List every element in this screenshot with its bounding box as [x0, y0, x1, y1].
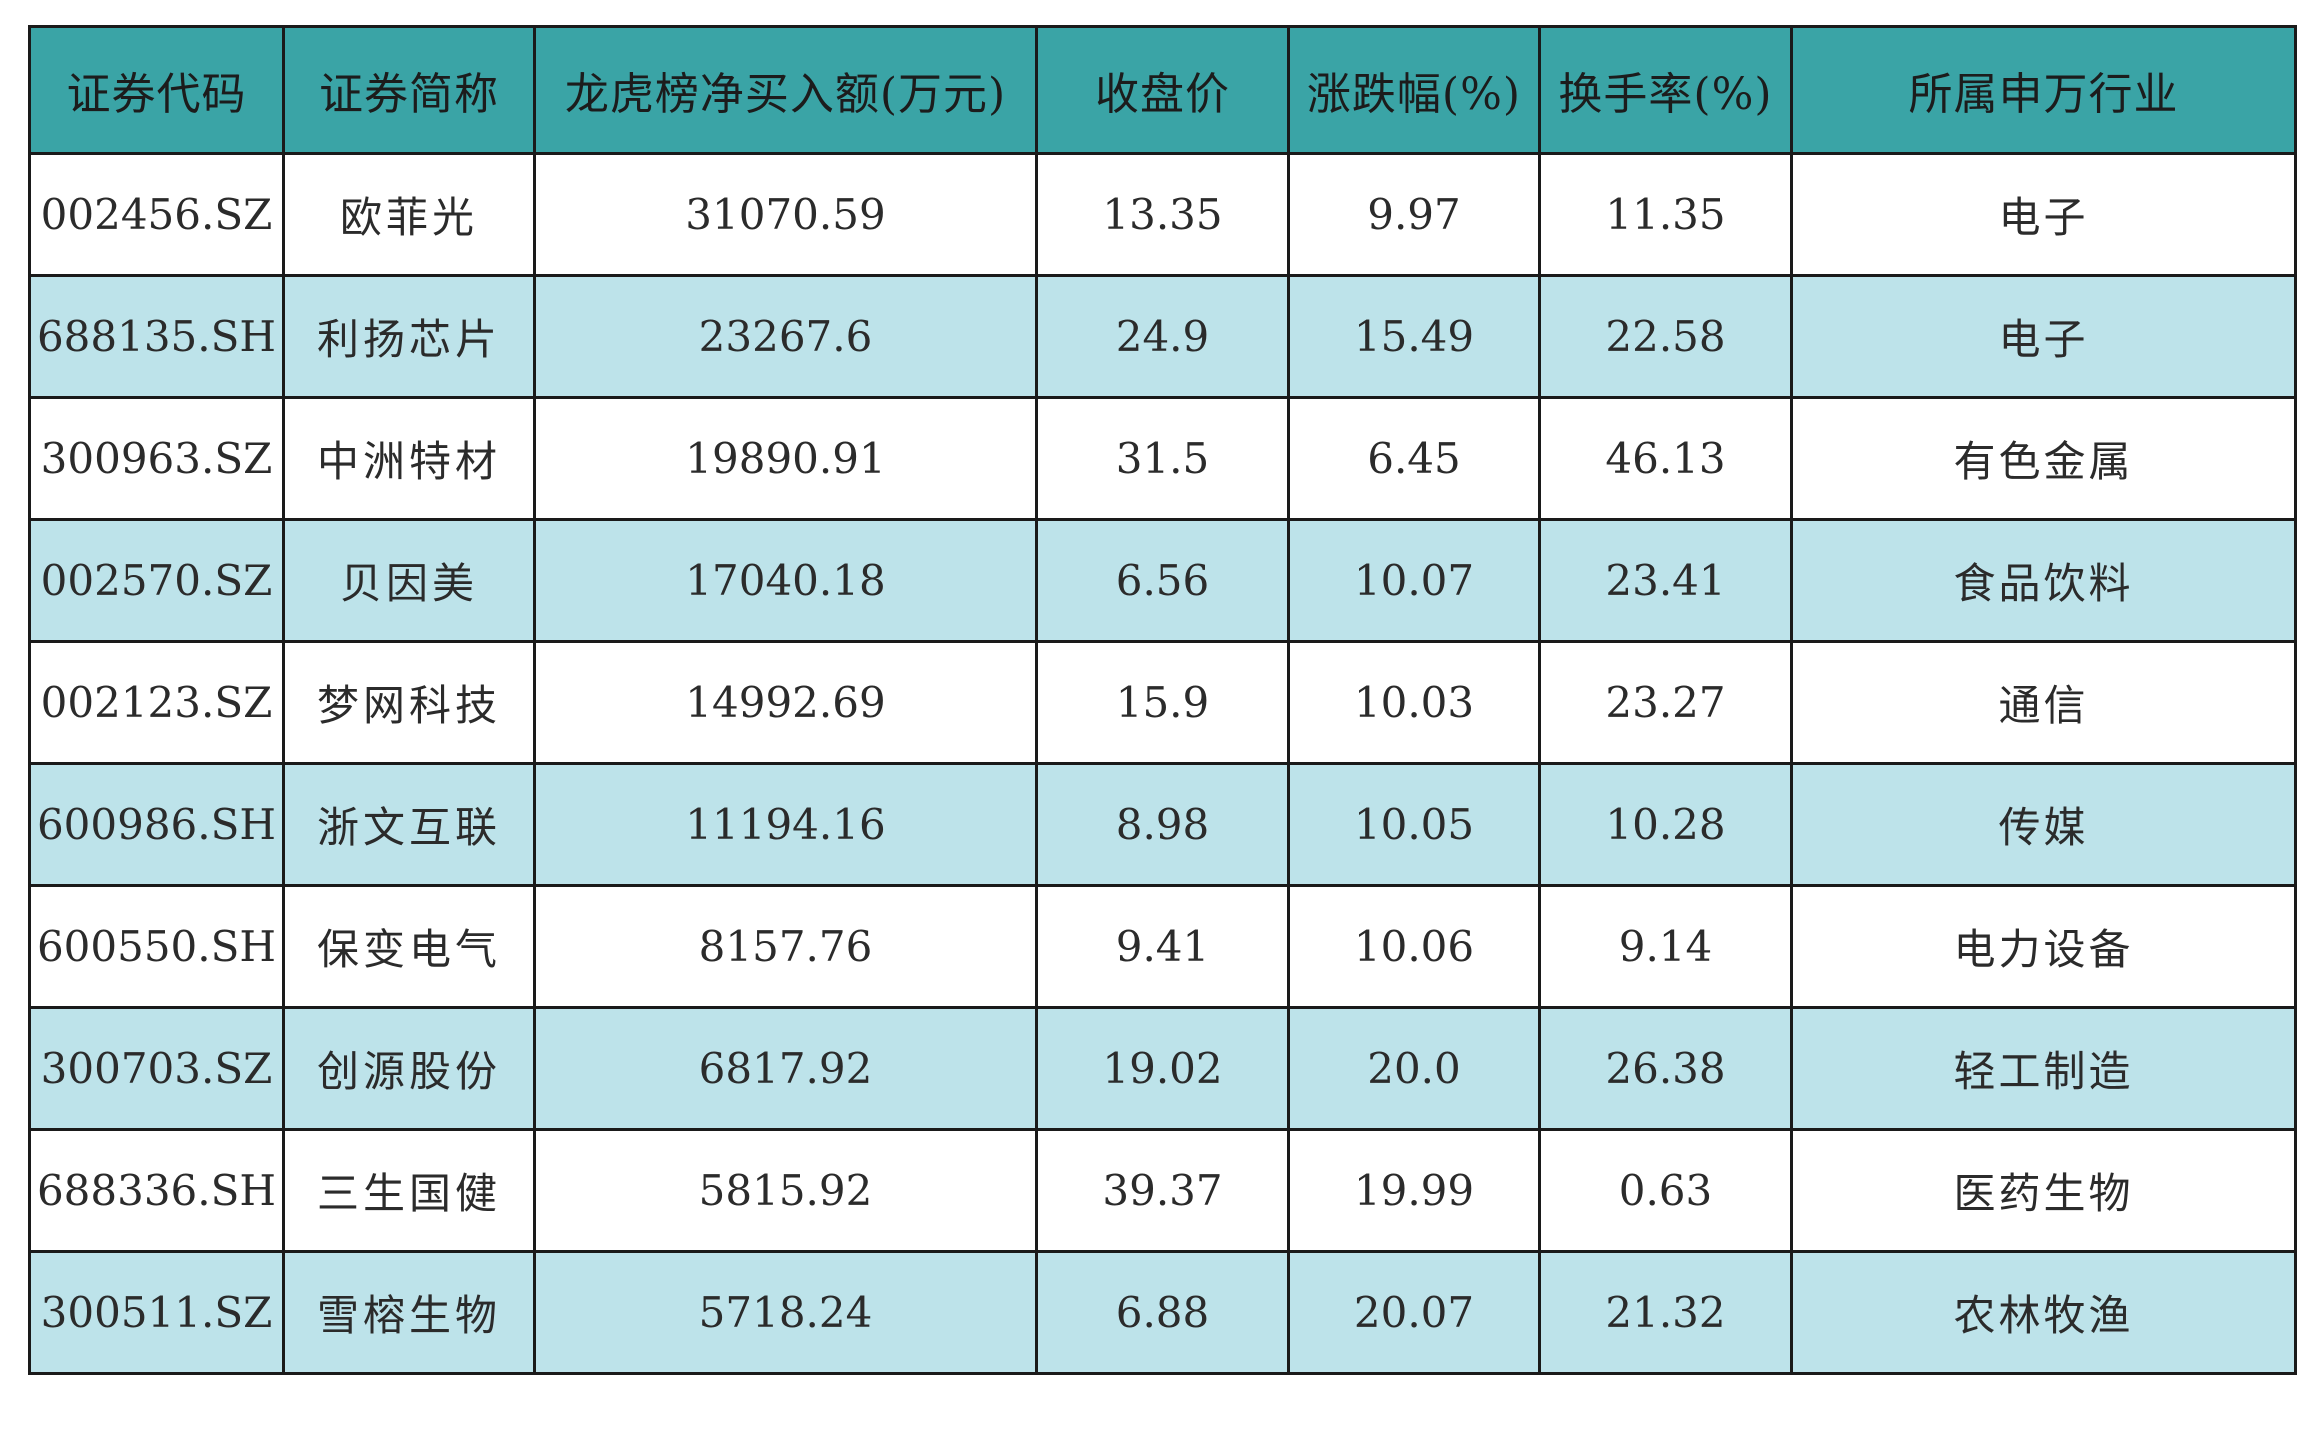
close-price-cell: 8.98	[1035, 762, 1290, 887]
turnover-rate-cell: 22.58	[1538, 274, 1793, 399]
table-row: 002570.SZ 贝因美 17040.18 6.56 10.07 23.41 …	[28, 518, 2297, 643]
net-buy-amount-cell: 31070.59	[533, 152, 1038, 277]
close-price-cell: 24.9	[1035, 274, 1290, 399]
net-buy-amount-cell: 23267.6	[533, 274, 1038, 399]
turnover-rate-cell: 46.13	[1538, 396, 1793, 521]
close-price-cell: 13.35	[1035, 152, 1290, 277]
header-security-code: 证券代码	[28, 25, 285, 155]
turnover-rate-cell: 9.14	[1538, 884, 1793, 1009]
security-code-cell: 300511.SZ	[28, 1250, 285, 1375]
security-code-cell: 300703.SZ	[28, 1006, 285, 1131]
turnover-rate-cell: 26.38	[1538, 1006, 1793, 1131]
net-buy-amount-cell: 11194.16	[533, 762, 1038, 887]
table-header-row: 证券代码 证券简称 龙虎榜净买入额(万元) 收盘价 涨跌幅(%) 换手率(%) …	[28, 25, 2297, 155]
header-industry: 所属申万行业	[1790, 25, 2297, 155]
table-row: 002456.SZ 欧菲光 31070.59 13.35 9.97 11.35 …	[28, 152, 2297, 277]
turnover-rate-cell: 11.35	[1538, 152, 1793, 277]
table-row: 300963.SZ 中洲特材 19890.91 31.5 6.45 46.13 …	[28, 396, 2297, 521]
security-code-cell: 688336.SH	[28, 1128, 285, 1253]
net-buy-amount-cell: 19890.91	[533, 396, 1038, 521]
industry-cell: 电子	[1790, 152, 2297, 277]
close-price-cell: 6.56	[1035, 518, 1290, 643]
close-price-cell: 31.5	[1035, 396, 1290, 521]
security-code-cell: 600550.SH	[28, 884, 285, 1009]
industry-cell: 医药生物	[1790, 1128, 2297, 1253]
security-name-cell: 贝因美	[282, 518, 536, 643]
close-price-cell: 9.41	[1035, 884, 1290, 1009]
change-percent-cell: 9.97	[1287, 152, 1541, 277]
table-row: 688135.SH 利扬芯片 23267.6 24.9 15.49 22.58 …	[28, 274, 2297, 399]
turnover-rate-cell: 23.27	[1538, 640, 1793, 765]
industry-cell: 农林牧渔	[1790, 1250, 2297, 1375]
security-name-cell: 保变电气	[282, 884, 536, 1009]
net-buy-amount-cell: 5718.24	[533, 1250, 1038, 1375]
close-price-cell: 19.02	[1035, 1006, 1290, 1131]
turnover-rate-cell: 23.41	[1538, 518, 1793, 643]
security-name-cell: 利扬芯片	[282, 274, 536, 399]
change-percent-cell: 10.05	[1287, 762, 1541, 887]
header-change-percent: 涨跌幅(%)	[1287, 25, 1541, 155]
turnover-rate-cell: 0.63	[1538, 1128, 1793, 1253]
security-name-cell: 创源股份	[282, 1006, 536, 1131]
turnover-rate-cell: 10.28	[1538, 762, 1793, 887]
security-name-cell: 中洲特材	[282, 396, 536, 521]
net-buy-amount-cell: 17040.18	[533, 518, 1038, 643]
security-name-cell: 欧菲光	[282, 152, 536, 277]
change-percent-cell: 10.07	[1287, 518, 1541, 643]
net-buy-amount-cell: 6817.92	[533, 1006, 1038, 1131]
change-percent-cell: 20.0	[1287, 1006, 1541, 1131]
security-name-cell: 三生国健	[282, 1128, 536, 1253]
stock-table: 证券代码 证券简称 龙虎榜净买入额(万元) 收盘价 涨跌幅(%) 换手率(%) …	[28, 25, 2297, 1375]
industry-cell: 有色金属	[1790, 396, 2297, 521]
table-row: 600550.SH 保变电气 8157.76 9.41 10.06 9.14 电…	[28, 884, 2297, 1009]
security-code-cell: 002570.SZ	[28, 518, 285, 643]
table-row: 600986.SH 浙文互联 11194.16 8.98 10.05 10.28…	[28, 762, 2297, 887]
header-net-buy-amount: 龙虎榜净买入额(万元)	[533, 25, 1038, 155]
net-buy-amount-cell: 8157.76	[533, 884, 1038, 1009]
change-percent-cell: 19.99	[1287, 1128, 1541, 1253]
security-code-cell: 300963.SZ	[28, 396, 285, 521]
header-close-price: 收盘价	[1035, 25, 1290, 155]
turnover-rate-cell: 21.32	[1538, 1250, 1793, 1375]
change-percent-cell: 20.07	[1287, 1250, 1541, 1375]
security-code-cell: 002456.SZ	[28, 152, 285, 277]
header-turnover-rate: 换手率(%)	[1538, 25, 1793, 155]
change-percent-cell: 15.49	[1287, 274, 1541, 399]
net-buy-amount-cell: 14992.69	[533, 640, 1038, 765]
table-row: 002123.SZ 梦网科技 14992.69 15.9 10.03 23.27…	[28, 640, 2297, 765]
security-code-cell: 002123.SZ	[28, 640, 285, 765]
security-name-cell: 雪榕生物	[282, 1250, 536, 1375]
security-name-cell: 梦网科技	[282, 640, 536, 765]
security-code-cell: 600986.SH	[28, 762, 285, 887]
net-buy-amount-cell: 5815.92	[533, 1128, 1038, 1253]
header-security-name: 证券简称	[282, 25, 536, 155]
industry-cell: 食品饮料	[1790, 518, 2297, 643]
security-name-cell: 浙文互联	[282, 762, 536, 887]
security-code-cell: 688135.SH	[28, 274, 285, 399]
industry-cell: 通信	[1790, 640, 2297, 765]
close-price-cell: 15.9	[1035, 640, 1290, 765]
industry-cell: 电子	[1790, 274, 2297, 399]
industry-cell: 轻工制造	[1790, 1006, 2297, 1131]
change-percent-cell: 10.06	[1287, 884, 1541, 1009]
industry-cell: 电力设备	[1790, 884, 2297, 1009]
table-row: 300703.SZ 创源股份 6817.92 19.02 20.0 26.38 …	[28, 1006, 2297, 1131]
change-percent-cell: 10.03	[1287, 640, 1541, 765]
table-row: 300511.SZ 雪榕生物 5718.24 6.88 20.07 21.32 …	[28, 1250, 2297, 1375]
close-price-cell: 6.88	[1035, 1250, 1290, 1375]
change-percent-cell: 6.45	[1287, 396, 1541, 521]
industry-cell: 传媒	[1790, 762, 2297, 887]
table-row: 688336.SH 三生国健 5815.92 39.37 19.99 0.63 …	[28, 1128, 2297, 1253]
close-price-cell: 39.37	[1035, 1128, 1290, 1253]
